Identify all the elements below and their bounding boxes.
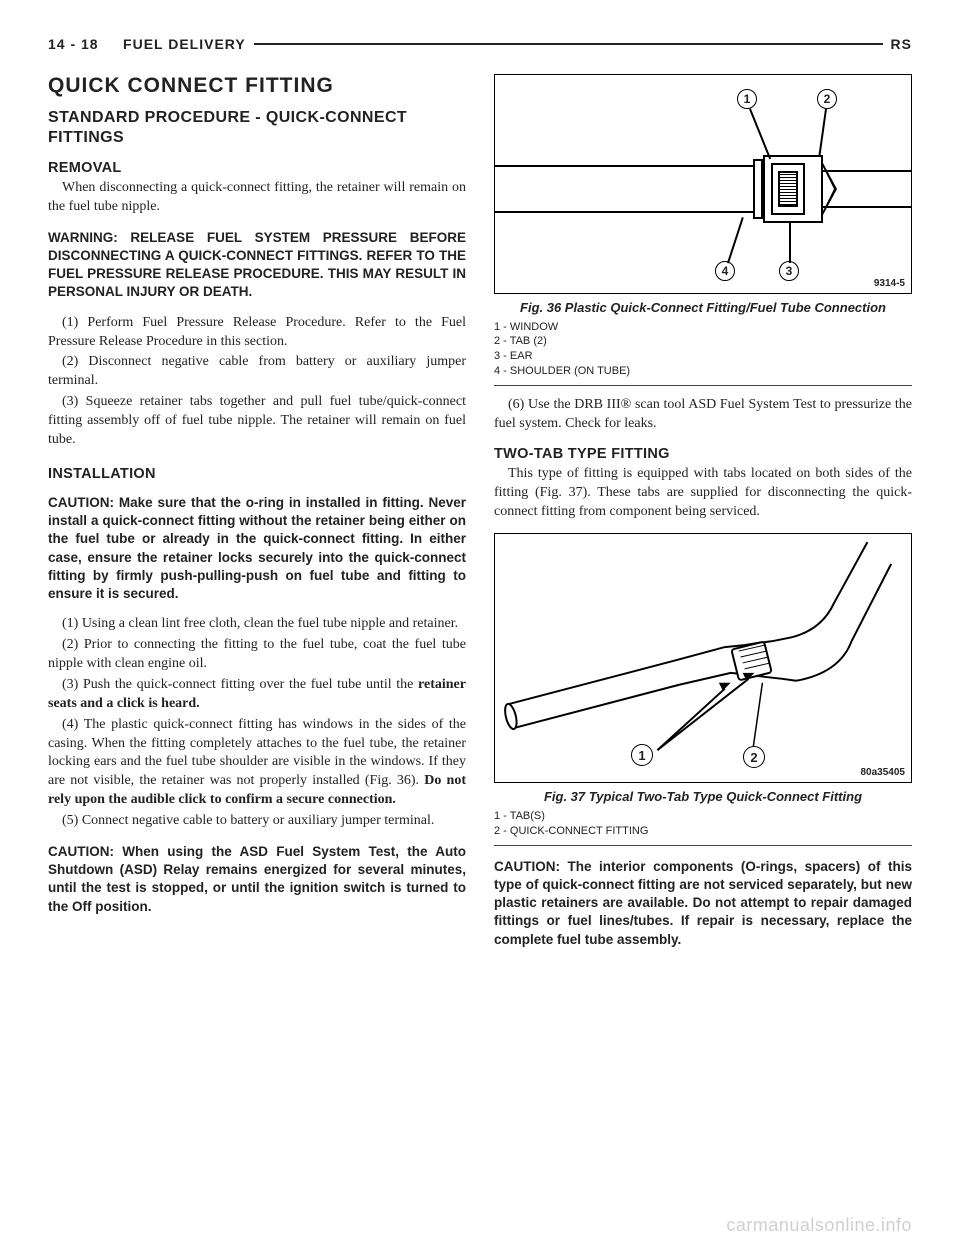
installation-caution: CAUTION: Make sure that the o-ring in in… <box>48 494 466 603</box>
install-step-4: (4) The plastic quick-connect fitting ha… <box>48 716 466 810</box>
removal-step-1: (1) Perform Fuel Pressure Release Proced… <box>48 314 466 352</box>
fig37-caption: Fig. 37 Typical Two-Tab Type Quick-Conne… <box>494 789 912 805</box>
fig36-lead-4 <box>727 217 743 263</box>
fig36-callout-3: 3 <box>779 261 799 281</box>
fig36-legend-1: 1 - WINDOW <box>494 320 912 335</box>
fig36-callout-1: 1 <box>737 89 757 109</box>
removal-intro: When disconnecting a quick-connect fitti… <box>48 179 466 217</box>
figure-37: 1 2 80a35405 <box>494 533 912 783</box>
fig36-callout-2: 2 <box>817 89 837 109</box>
fig36-legend-2: 2 - TAB (2) <box>494 334 912 349</box>
fig36-window-hatch <box>780 173 796 205</box>
fig37-svg <box>495 534 911 782</box>
header-rule <box>254 43 883 45</box>
install-step-2: (2) Prior to connecting the fitting to t… <box>48 636 466 674</box>
fig37-legend-1: 1 - TAB(S) <box>494 809 912 824</box>
fig36-legend-3: 3 - EAR <box>494 349 912 364</box>
page-header: 14 - 18 FUEL DELIVERY RS <box>48 36 912 52</box>
procedure-heading: STANDARD PROCEDURE - QUICK-CONNECT FITTI… <box>48 108 466 148</box>
removal-heading: REMOVAL <box>48 160 466 176</box>
content-columns: QUICK CONNECT FITTING STANDARD PROCEDURE… <box>48 74 912 961</box>
install-step-6: (6) Use the DRB III® scan tool ASD Fuel … <box>494 396 912 434</box>
fig36-tube <box>495 165 757 213</box>
section-heading: QUICK CONNECT FITTING <box>48 74 466 98</box>
left-column: QUICK CONNECT FITTING STANDARD PROCEDURE… <box>48 74 466 961</box>
install-step-4-text: (4) The plastic quick-connect fitting ha… <box>48 717 466 789</box>
header-code: RS <box>891 36 912 52</box>
removal-step-3: (3) Squeeze retainer tabs together and p… <box>48 393 466 450</box>
header-left: 14 - 18 FUEL DELIVERY <box>48 36 246 52</box>
install-step-3-text: (3) Push the quick-connect fitting over … <box>62 677 418 692</box>
figure-36: 1 2 3 4 9314-5 <box>494 74 912 294</box>
fig36-tube-right <box>823 170 911 208</box>
install-step-1: (1) Using a clean lint free cloth, clean… <box>48 615 466 634</box>
install-step-5: (5) Connect negative cable to battery or… <box>48 812 466 831</box>
fig36-lead-2 <box>818 109 826 157</box>
fig36-caption: Fig. 36 Plastic Quick-Connect Fitting/Fu… <box>494 300 912 316</box>
fig37-code: 80a35405 <box>861 767 906 778</box>
warning-block: WARNING: RELEASE FUEL SYSTEM PRESSURE BE… <box>48 229 466 302</box>
fig37-legend-2: 2 - QUICK-CONNECT FITTING <box>494 824 912 839</box>
watermark: carmanualsonline.info <box>726 1215 912 1236</box>
fig37-legend: 1 - TAB(S) 2 - QUICK-CONNECT FITTING <box>494 809 912 846</box>
fig36-legend: 1 - WINDOW 2 - TAB (2) 3 - EAR 4 - SHOUL… <box>494 320 912 386</box>
installation-heading: INSTALLATION <box>48 466 466 482</box>
removal-step-2: (2) Disconnect negative cable from batte… <box>48 353 466 391</box>
fig36-lead-1 <box>749 109 771 160</box>
final-caution: CAUTION: The interior components (O-ring… <box>494 858 912 949</box>
fig36-callout-4: 4 <box>715 261 735 281</box>
twotab-body: This type of fitting is equipped with ta… <box>494 465 912 522</box>
install-step-3: (3) Push the quick-connect fitting over … <box>48 676 466 714</box>
fig36-tube-end <box>753 159 763 219</box>
section-title: FUEL DELIVERY <box>123 36 246 52</box>
fig36-lead-3 <box>789 223 791 263</box>
twotab-heading: TWO-TAB TYPE FITTING <box>494 446 912 462</box>
right-column: 1 2 3 4 9314-5 Fig. 36 Plastic Quick-Con… <box>494 74 912 961</box>
fig36-code: 9314-5 <box>874 278 905 289</box>
page-number: 14 - 18 <box>48 36 99 52</box>
fig36-legend-4: 4 - SHOULDER (ON TUBE) <box>494 364 912 379</box>
asd-caution: CAUTION: When using the ASD Fuel System … <box>48 843 466 916</box>
